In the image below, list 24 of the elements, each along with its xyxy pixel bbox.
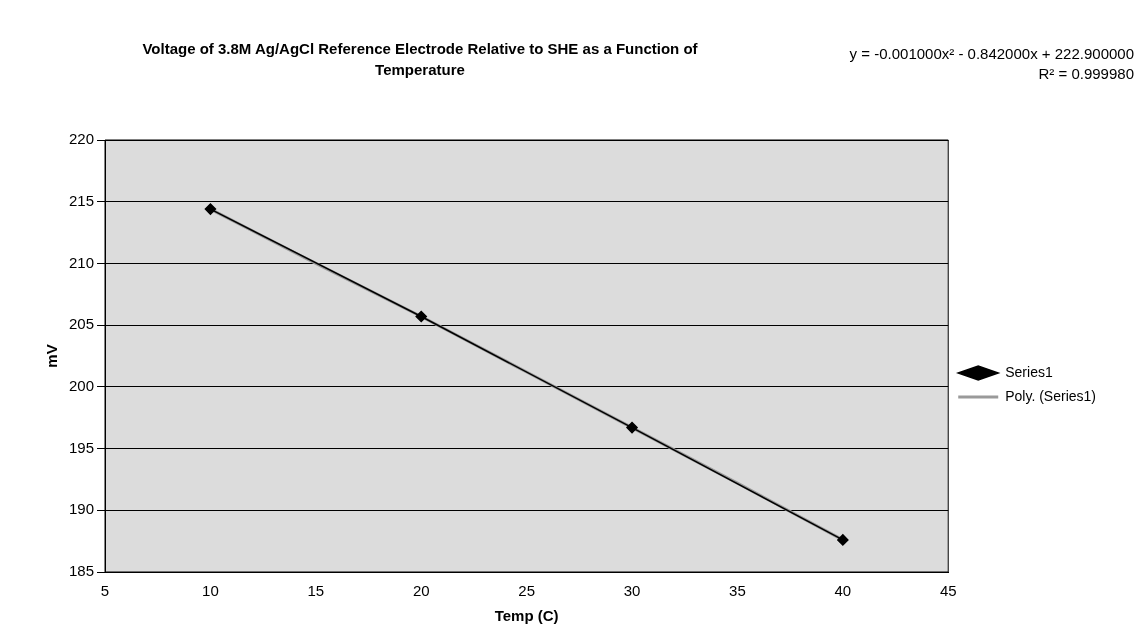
y-tick-label: 210 (69, 253, 95, 271)
y-tick-label: 185 (69, 562, 95, 580)
y-tick-label: 205 (69, 315, 95, 333)
text: R² = 0.999980 (1037, 64, 1134, 84)
x-tick-label: 30 (623, 582, 641, 600)
y-axis-title: mV (43, 344, 61, 368)
x-tick-label: 45 (939, 582, 957, 600)
text: y = -0.001000x² - 0.842000x + 222.900000 (849, 44, 1134, 64)
x-tick-label: 15 (307, 582, 325, 600)
x-tick-label: 5 (100, 582, 110, 600)
x-tick-label: 40 (834, 582, 852, 600)
x-axis-title: Temp (C) (494, 607, 559, 625)
x-tick-label: 20 (412, 582, 430, 600)
x-tick-label: 10 (202, 582, 219, 600)
y-tick-label: 215 (69, 191, 95, 209)
x-tick-label: 35 (729, 582, 746, 600)
y-tick-label: 220 (69, 130, 95, 148)
y-tick-label: 200 (69, 377, 95, 394)
legend-label: Poly. (Series1) (1005, 387, 1097, 404)
x-tick-label: 25 (518, 582, 535, 600)
y-tick-label: 195 (69, 438, 95, 456)
legend-label: Series1 (1005, 363, 1053, 380)
chart-title: Voltage of 3.8M Ag/AgCl Reference Electrode Relative to SHE as a Function of Temperature (141, 39, 699, 80)
y-tick-label: 190 (69, 500, 95, 518)
